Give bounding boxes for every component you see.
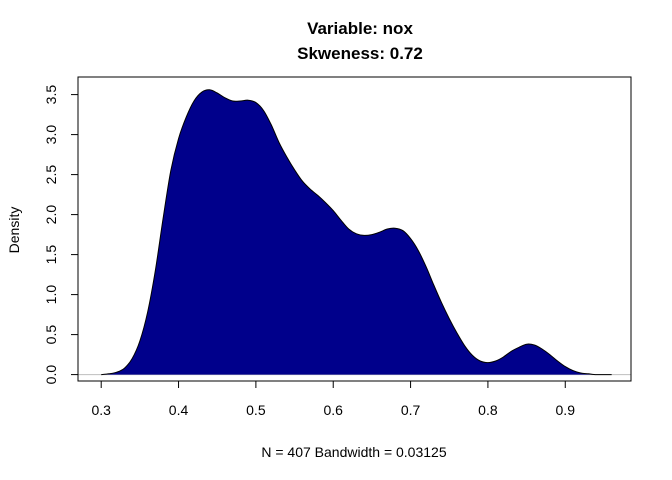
y-tick-label: 3.0 [43,125,59,145]
y-tick-label: 1.0 [43,285,59,305]
chart-title-line2: Skweness: 0.72 [297,44,423,63]
x-axis-label: N = 407 Bandwidth = 0.03125 [261,444,446,460]
x-tick-label: 0.4 [169,402,189,418]
x-axis: 0.3 0.4 0.5 0.6 0.7 0.8 0.9 [91,380,576,418]
y-tick-label: 2.0 [43,205,59,225]
y-axis-label: Density [6,207,22,254]
x-tick-label: 0.7 [401,402,421,418]
density-curve [101,89,612,376]
y-axis: 0.0 0.5 1.0 1.5 2.0 2.5 3.0 3.5 [43,85,79,385]
x-tick-label: 0.6 [323,402,343,418]
x-tick-label: 0.8 [478,402,498,418]
y-tick-label: 0.5 [43,325,59,345]
y-tick-label: 0.0 [43,365,59,385]
y-tick-label: 3.5 [43,85,59,105]
y-tick-label: 1.5 [43,245,59,265]
chart-title-line1: Variable: nox [307,19,413,38]
density-area [101,89,612,375]
x-tick-label: 0.3 [91,402,111,418]
x-tick-label: 0.5 [246,402,266,418]
x-tick-label: 0.9 [556,402,576,418]
y-tick-label: 2.5 [43,165,59,185]
